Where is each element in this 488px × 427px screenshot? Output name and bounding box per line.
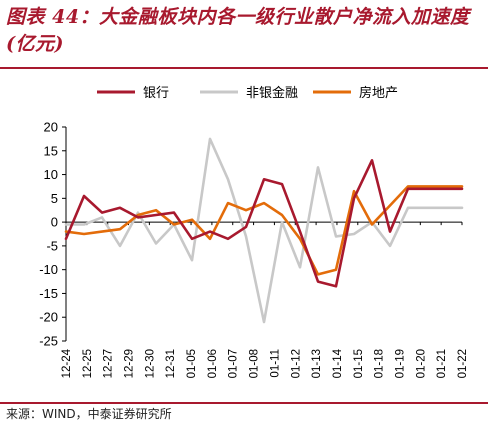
legend-label-nonbank: 非银金融 (246, 85, 298, 101)
x-tick-label: 12-30 (144, 349, 156, 378)
x-tick-label: 12-27 (103, 349, 115, 378)
y-tick-label: -25 (39, 334, 58, 349)
x-tick-label: 01-07 (228, 349, 240, 378)
x-tick-label: 01-15 (353, 349, 365, 378)
x-tick-label: 01-08 (249, 349, 261, 378)
x-tick-label: 12-31 (165, 349, 177, 378)
y-tick-label: -15 (39, 286, 58, 301)
x-tick-label: 12-29 (124, 349, 136, 378)
y-tick-label: 15 (44, 143, 58, 158)
y-tick-label: -10 (39, 262, 58, 277)
x-tick-label: 01-11 (269, 349, 281, 378)
y-tick-label: 10 (44, 167, 58, 182)
series-line-bank (64, 159, 464, 288)
legend-label-bank: 银行 (143, 86, 169, 101)
x-tick-label: 01-13 (311, 349, 323, 378)
y-tick-label: -5 (46, 238, 58, 253)
y-tick-label: -20 (39, 310, 58, 325)
y-tick-label: 0 (51, 215, 58, 230)
x-tick-label: 01-19 (394, 349, 406, 378)
series-line-realestate (64, 185, 464, 276)
x-tick-label: 12-24 (61, 348, 73, 378)
source-note: 来源：WIND，中泰证券研究所 (6, 407, 172, 421)
chart-title: 图表 44：大金融板块内各一级行业散户净流入加速度(亿元) (6, 6, 470, 55)
x-tick-label: 01-14 (332, 348, 344, 378)
title-rule (0, 67, 488, 69)
x-tick-label: 01-12 (290, 349, 302, 378)
x-tick-label: 01-18 (374, 349, 386, 378)
legend-label-realestate: 房地产 (359, 85, 398, 101)
x-tick-label: 01-22 (457, 349, 469, 378)
source-rule (0, 402, 488, 404)
y-tick-label: 20 (44, 120, 58, 135)
x-tick-label: 12-25 (82, 349, 94, 378)
x-tick-label: 01-20 (415, 349, 427, 378)
series-line-nonbank (64, 137, 464, 324)
x-tick-label: 01-06 (207, 349, 219, 378)
y-tick-label: 5 (51, 191, 58, 206)
x-tick-label: 01-21 (436, 349, 448, 378)
x-tick-label: 01-05 (186, 349, 198, 378)
